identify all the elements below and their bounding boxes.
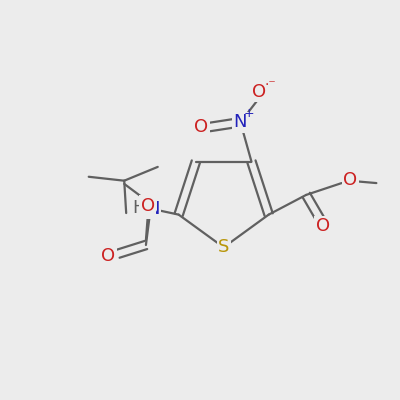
Text: ·⁻: ·⁻: [264, 78, 276, 92]
Text: O: O: [343, 171, 357, 189]
Text: N: N: [146, 200, 159, 218]
Text: O: O: [316, 218, 330, 236]
Text: O: O: [101, 247, 116, 265]
Text: +: +: [244, 107, 254, 120]
Text: S: S: [218, 238, 229, 256]
Text: H: H: [132, 199, 146, 217]
Text: O: O: [141, 196, 155, 214]
Text: N: N: [234, 113, 247, 131]
Text: O: O: [252, 83, 266, 101]
Text: O: O: [194, 118, 208, 136]
